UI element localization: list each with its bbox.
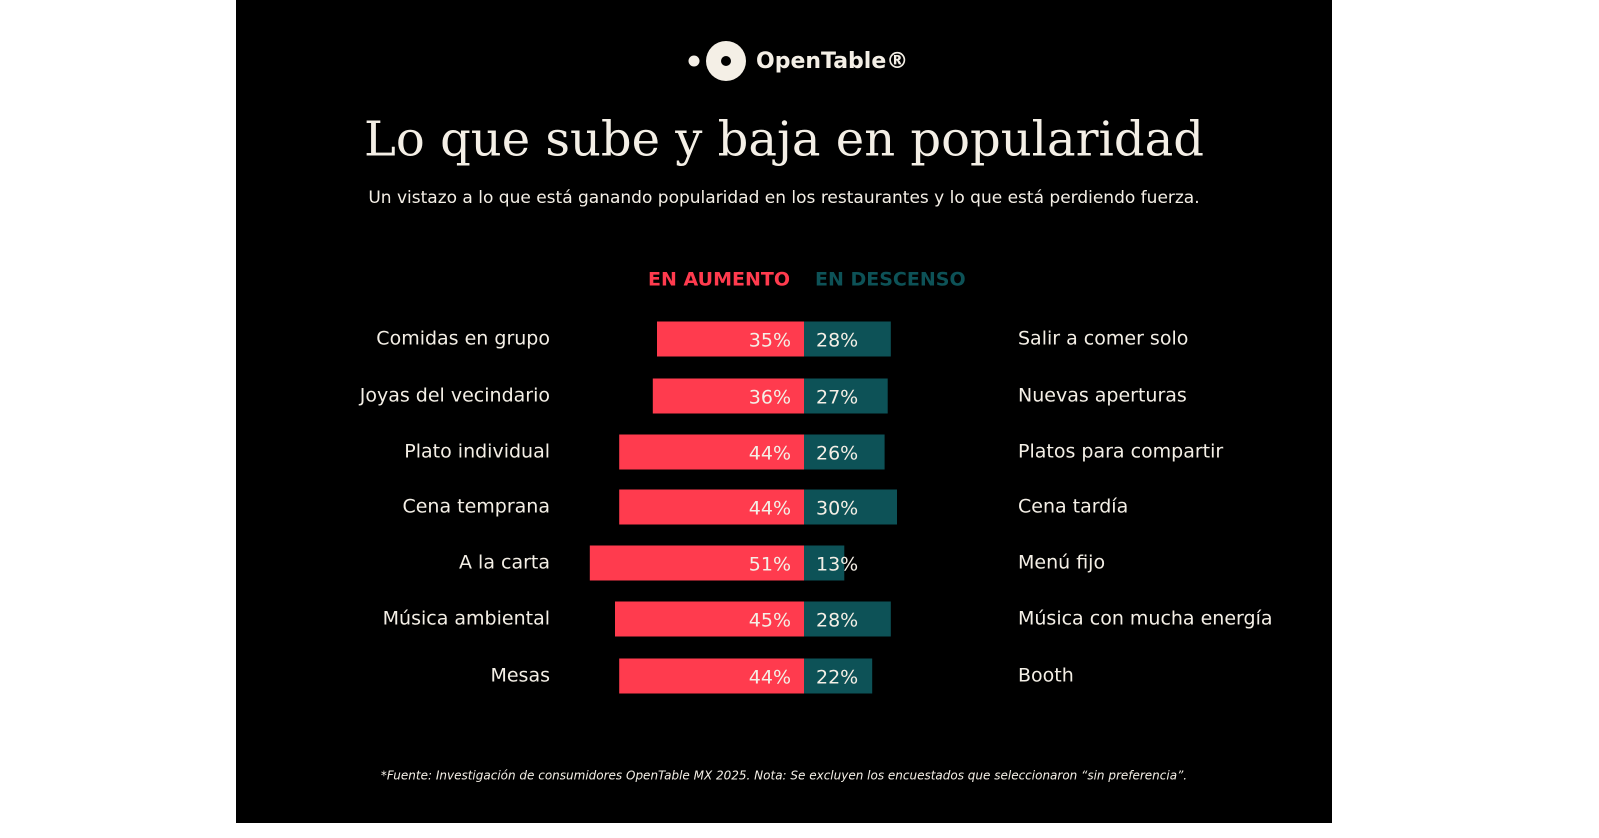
value-label: 22% [816, 667, 858, 689]
category-label: Cena temprana [402, 496, 550, 518]
category-label: Música con mucha energía [1018, 608, 1273, 630]
value-label: 30% [816, 498, 858, 520]
bar [804, 321, 891, 357]
bar [804, 489, 897, 525]
value-label: 27% [816, 387, 858, 409]
category-label: Menú fijo [1018, 552, 1105, 574]
logo-hole [721, 56, 731, 66]
bar [619, 658, 804, 694]
category-label: A la carta [459, 552, 550, 574]
footnote: *Fuente: Investigación de consumidores O… [381, 769, 1187, 783]
bar [619, 489, 804, 525]
category-label: Nuevas aperturas [1018, 385, 1187, 407]
bar [804, 658, 873, 694]
category-label: Salir a comer solo [1018, 328, 1188, 350]
category-label: Cena tardía [1018, 496, 1128, 518]
category-label: Booth [1018, 665, 1074, 687]
bar [657, 321, 804, 357]
value-label: 35% [749, 330, 791, 352]
value-label: 45% [749, 610, 791, 632]
category-label: Música ambiental [383, 608, 550, 630]
value-label: 13% [816, 554, 858, 576]
category-label: Mesas [490, 665, 550, 687]
category-label: Platos para compartir [1018, 441, 1223, 463]
brand: OpenTable® [756, 49, 908, 74]
value-label: 26% [816, 443, 858, 465]
category-label: Plato individual [404, 441, 550, 463]
bar [804, 378, 888, 414]
bar [804, 601, 891, 637]
value-label: 44% [749, 443, 791, 465]
chart-title: Lo que sube y baja en popularidad [364, 112, 1204, 168]
bar [804, 434, 885, 470]
bar [652, 378, 804, 414]
bar [589, 545, 804, 581]
legend-label: EN AUMENTO [648, 269, 790, 291]
value-label: 44% [749, 667, 791, 689]
value-label: 36% [749, 387, 791, 409]
value-label: 28% [816, 610, 858, 632]
category-label: Comidas en grupo [376, 328, 550, 350]
logo-dot [688, 55, 700, 67]
value-label: 51% [749, 554, 791, 576]
subtitle: Un vistazo a lo que está ganando popular… [368, 188, 1199, 208]
legend-label: EN DESCENSO [815, 269, 966, 291]
value-label: 44% [749, 498, 791, 520]
bar [804, 545, 845, 581]
category-label: Joyas del vecindario [359, 385, 550, 407]
value-label: 28% [816, 330, 858, 352]
bar [619, 434, 804, 470]
bar [615, 601, 804, 637]
